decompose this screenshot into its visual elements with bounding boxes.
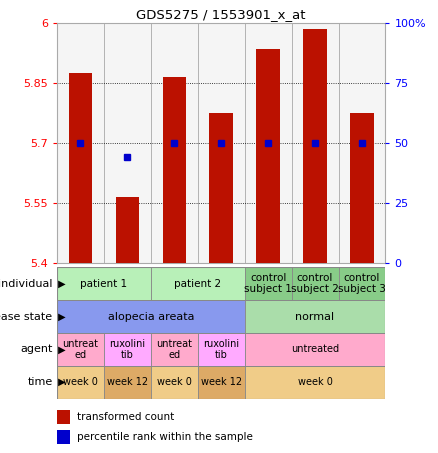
Bar <box>198 366 245 399</box>
Bar <box>57 430 70 444</box>
Bar <box>151 333 198 366</box>
Bar <box>339 267 385 300</box>
Text: ▶: ▶ <box>55 312 65 322</box>
Bar <box>256 48 280 263</box>
Bar <box>57 267 151 300</box>
Text: time: time <box>27 377 53 387</box>
Text: untreat
ed: untreat ed <box>156 338 192 360</box>
Text: patient 2: patient 2 <box>174 279 221 289</box>
Text: normal: normal <box>296 312 335 322</box>
Text: untreat
ed: untreat ed <box>62 338 99 360</box>
Text: individual: individual <box>0 279 53 289</box>
Bar <box>57 366 104 399</box>
Text: patient 1: patient 1 <box>80 279 127 289</box>
Text: ruxolini
tib: ruxolini tib <box>203 338 239 360</box>
Bar <box>350 113 374 263</box>
Text: ▶: ▶ <box>55 279 65 289</box>
Text: control
subject 2: control subject 2 <box>291 273 339 294</box>
Text: week 12: week 12 <box>201 377 242 387</box>
Text: untreated: untreated <box>291 344 339 354</box>
Bar <box>57 300 245 333</box>
Bar <box>245 300 385 333</box>
Title: GDS5275 / 1553901_x_at: GDS5275 / 1553901_x_at <box>137 9 306 21</box>
Bar <box>209 113 233 263</box>
Bar <box>303 29 327 263</box>
Text: ruxolini
tib: ruxolini tib <box>109 338 145 360</box>
Bar <box>57 333 104 366</box>
Bar <box>57 410 70 424</box>
Bar <box>245 267 292 300</box>
Bar <box>245 333 385 366</box>
Text: agent: agent <box>20 344 53 354</box>
Text: ▶: ▶ <box>55 344 65 354</box>
Text: week 0: week 0 <box>63 377 98 387</box>
Text: control
subject 1: control subject 1 <box>244 273 292 294</box>
Text: control
subject 3: control subject 3 <box>338 273 386 294</box>
Bar <box>104 366 151 399</box>
Bar <box>198 333 245 366</box>
Text: percentile rank within the sample: percentile rank within the sample <box>77 433 253 443</box>
Bar <box>104 333 151 366</box>
Bar <box>116 197 139 263</box>
Text: disease state: disease state <box>0 312 53 322</box>
Text: week 0: week 0 <box>297 377 332 387</box>
Text: ▶: ▶ <box>55 377 65 387</box>
Text: week 0: week 0 <box>157 377 192 387</box>
Text: transformed count: transformed count <box>77 412 174 422</box>
Bar <box>245 366 385 399</box>
Bar <box>162 77 186 263</box>
Text: week 12: week 12 <box>107 377 148 387</box>
Text: alopecia areata: alopecia areata <box>108 312 194 322</box>
Bar <box>292 267 339 300</box>
Bar <box>151 366 198 399</box>
Bar <box>69 72 92 263</box>
Bar <box>151 267 245 300</box>
